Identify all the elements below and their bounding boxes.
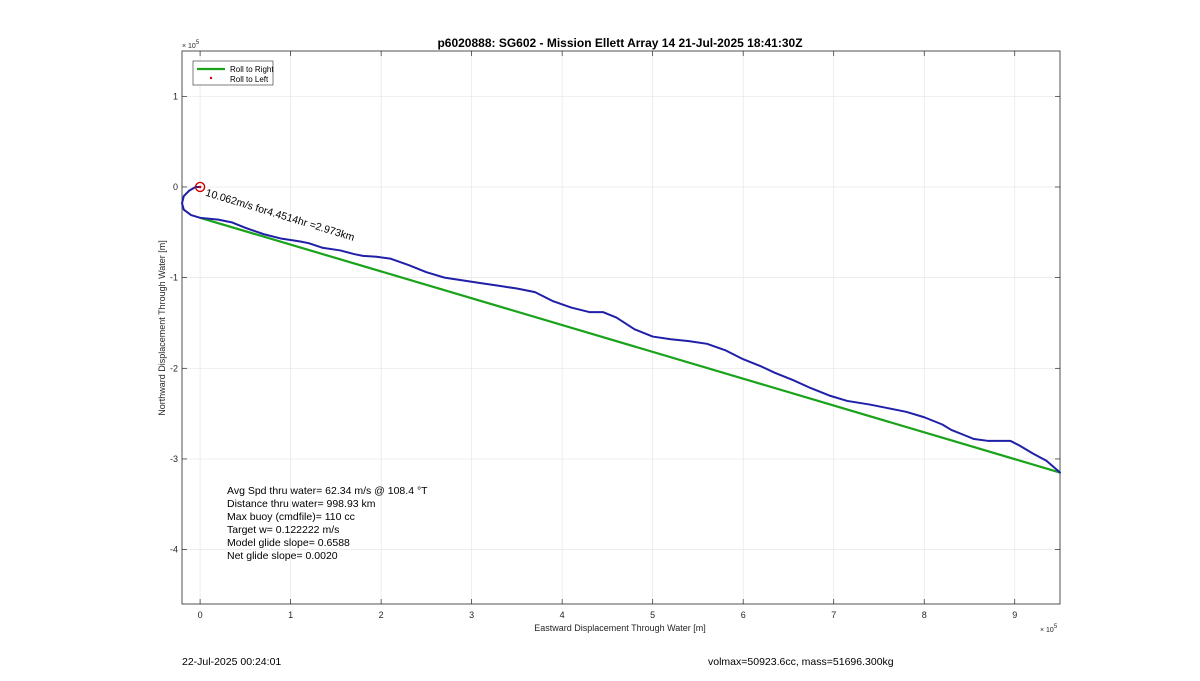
x-axis-exponent: × 105 [1040,624,1058,634]
axis-ticks [182,51,1060,604]
start-circle-marker [194,181,206,193]
y-tick-labels: 1 0 -1 -2 -3 -4 [170,91,178,554]
x-tick-label: 9 [1012,610,1017,620]
x-axis-label: Eastward Displacement Through Water [m] [534,623,706,633]
y-axis-exponent: × 105 [182,40,200,50]
x-tick-label: 8 [922,610,927,620]
stats-block: Avg Spd thru water= 62.34 m/s @ 108.4 °T… [227,485,428,562]
x-tick-label: 0 [198,610,203,620]
y-tick-label: -4 [170,545,178,555]
y-axis-multiplier: × 10 [182,43,196,50]
x-tick-label: 2 [379,610,384,620]
grid-lines [182,51,1060,604]
legend-label-roll-right: Roll to Right [230,65,274,74]
x-tick-labels: 0 1 2 3 4 5 6 7 8 9 [198,610,1018,620]
y-tick-label: -3 [170,454,178,464]
legend: Roll to Right Roll to Left [192,60,274,86]
footer-mass-info: volmax=50923.6cc, mass=51696.300kg [708,656,894,668]
x-tick-label: 1 [288,610,293,620]
x-axis-exponent-power: 5 [1054,624,1058,630]
x-tick-label: 3 [469,610,474,620]
y-tick-label: -2 [170,363,178,373]
stat-net-glide-slope: Net glide slope= 0.0020 [227,550,338,562]
legend-box [192,60,274,86]
series-displacement-track [181,185,1061,474]
legend-swatch-roll-left [209,76,213,80]
plot-area-frame [181,50,1061,605]
stat-distance: Distance thru water= 998.93 km [227,498,376,510]
stat-max-buoy: Max buoy (cmdfile)= 110 cc [227,511,355,523]
y-tick-label: -1 [170,273,178,283]
y-axis-label: Northward Displacement Through Water [m] [157,240,167,416]
stat-target-w: Target w= 0.122222 m/s [227,524,339,536]
series-roll-to-left-point [198,185,202,189]
stat-model-glide-slope: Model glide slope= 0.6588 [227,537,350,549]
x-tick-label: 7 [831,610,836,620]
chart-title: p6020888: SG602 - Mission Ellett Array 1… [437,36,802,50]
x-tick-label: 5 [650,610,655,620]
legend-label-roll-left: Roll to Left [230,75,269,84]
y-tick-label: 0 [173,182,178,192]
stat-avg-speed: Avg Spd thru water= 62.34 m/s @ 108.4 °T [227,485,428,497]
footer-timestamp: 22-Jul-2025 00:24:01 [182,656,281,668]
y-tick-label: 1 [173,91,178,101]
series-roll-to-right-line [199,216,1061,474]
x-tick-label: 6 [741,610,746,620]
x-axis-multiplier: × 10 [1040,627,1054,634]
x-tick-label: 4 [560,610,565,620]
y-axis-exponent-power: 5 [196,40,200,46]
annotation-dive-number: 1 [204,187,213,200]
